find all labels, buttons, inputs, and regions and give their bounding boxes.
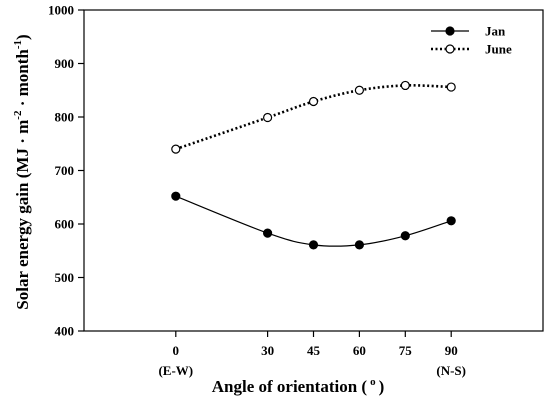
data-point-june (400, 80, 410, 91)
y-axis-title: Solar energy gain (MJ · m-2 · month-1) (12, 34, 32, 309)
y-tick-label: 1000 (48, 3, 74, 18)
data-point-jan (263, 228, 273, 238)
x-tick-label: 30 (261, 343, 274, 358)
x-axis: 0 30 45 60 75 90 (E-W) (N-S) (158, 331, 466, 378)
legend-label-june: June (485, 42, 512, 57)
y-tick-label: 800 (55, 110, 75, 125)
y-axis: 400 500 600 700 800 900 1000 (48, 3, 84, 339)
series-jan (171, 191, 456, 250)
y-tick-label: 700 (55, 163, 75, 178)
data-point-jan (308, 240, 319, 250)
data-point-june (171, 144, 181, 154)
series-june (171, 80, 456, 154)
series-line-jan (175, 195, 452, 247)
data-point-jan (354, 240, 364, 250)
data-point-jan (446, 216, 456, 226)
data-point-jan (171, 191, 181, 201)
data-point-jan (400, 231, 410, 241)
legend-marker-june (445, 44, 455, 54)
series-layer (171, 80, 456, 250)
data-point-june (446, 82, 456, 92)
y-tick-label: 500 (55, 270, 75, 285)
x-tick-label: 60 (353, 343, 366, 358)
series-line-june (175, 84, 452, 151)
legend: Jan June (431, 24, 512, 57)
x-tick-label: 0 (173, 343, 180, 358)
data-point-june (354, 85, 364, 95)
y-tick-label: 600 (55, 217, 75, 232)
x-tick-label: 75 (399, 343, 413, 358)
legend-marker-jan (445, 26, 455, 36)
x-axis-title: Angle of orientation (o) (212, 376, 385, 396)
y-tick-label: 400 (55, 324, 75, 339)
plot-frame (83, 9, 544, 332)
y-tick-label: 900 (55, 56, 75, 71)
data-point-june (263, 112, 273, 123)
legend-label-jan: Jan (485, 24, 506, 39)
x-tick-label: 90 (445, 343, 458, 358)
x-sub-label: (N-S) (436, 363, 466, 378)
x-tick-label: 45 (307, 343, 321, 358)
x-sub-label: (E-W) (158, 363, 193, 378)
plot-area (83, 9, 544, 332)
data-point-june (308, 96, 319, 107)
